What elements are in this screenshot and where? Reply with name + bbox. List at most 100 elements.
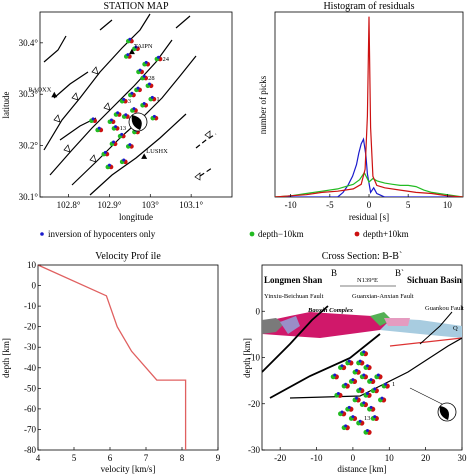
pink-block [384,318,410,326]
velocity-xtick-label: 6 [108,453,113,463]
legend-label-inversion: inversion of hypocenters only [48,229,156,239]
velocity-xtick-label: 4 [36,453,41,463]
map-event-hypocenter [120,132,124,136]
map-event-hypocenter [124,113,128,117]
station-label: BAOXX [28,86,51,93]
map-event-hypocenter [150,95,154,99]
cs-point-left: B [331,268,337,278]
map-ytick-label: 30.3° [19,89,39,99]
map-event-hypocenter [114,125,118,129]
thrust-fault-2 [269,333,381,399]
velocity-ytick-label: -20 [24,322,36,332]
map-xticks: 102.8° 102.9° 103° 103.1° [57,194,203,210]
legend: inversion of hypocenters only depth−10km… [40,229,409,239]
map-event-hypocenter [156,55,160,59]
map-event-hypocenter [112,140,116,144]
cs-event-hypocenter [351,415,355,419]
beachball [128,112,148,132]
cs-ytick-label: -30 [248,445,260,455]
velocity-xticks: 4 5 6 7 8 9 [36,447,221,463]
map-xtick-label: 103° [142,200,160,210]
velocity-ylabel: depth [km] [1,338,11,378]
map-event-hypocenter [147,82,151,86]
cross-section-xlabel: distance [km] [337,464,386,474]
gray-block [262,318,284,334]
histogram-series-line [275,171,463,197]
velocity-series-line [37,264,187,450]
map-event-hypocenter [128,37,132,41]
map-event-hypocenter [116,111,120,115]
velocity-ytick-label: -10 [24,301,36,311]
legend-label-depth-plus: depth+10km [363,229,409,239]
cs-xtick-label: 20 [421,453,431,463]
histogram-xtick-label: 0 [367,200,372,210]
map-event-hypocenter [142,74,146,78]
cs-event-hypocenter [358,359,362,363]
cs-event-hypocenter [365,429,369,432]
map-yticks: 30.1° 30.2° 30.3° 30.4° [19,38,43,202]
cross-section-title: Cross Section: B-B` [322,251,403,262]
cs-event-hypocenter [373,415,377,419]
map-event-hypocenter [130,91,134,95]
cs-xtick-label: -20 [274,453,286,463]
map-ytick-label: 30.4° [19,38,39,48]
histogram-xtick-label: 5 [406,200,411,210]
cs-xtick-label: 10 [385,453,395,463]
map-event-hypocenter [122,158,126,162]
cs-azimuth: N139°E [357,277,378,284]
cs-event-hypocenter [362,350,366,354]
cs-xtick-label: -10 [311,453,323,463]
legend-item-inversion: inversion of hypocenters only [40,229,156,239]
velocity-ytick-label: -80 [24,445,36,455]
velocity-ytick-label: -50 [24,383,36,393]
map-event-hypocenter [142,102,146,105]
cs-event-hypocenter [365,364,369,368]
map-event-hypocenter [128,143,132,147]
velocity-xtick-label: 8 [180,453,185,463]
velocity-ytick-label: -30 [24,342,36,352]
cs-right-label: Sichuan Basin [407,275,462,285]
cs-ytick-label: -10 [248,353,260,363]
map-event-hypocenter [138,68,142,72]
thrust-fault-1 [262,305,329,373]
purple-block [280,316,300,334]
histogram-series [275,16,463,197]
map-event-label: 13 [120,125,127,132]
red-fault-line [389,337,462,347]
map-event-hypocenter [122,97,126,101]
cs-event-hypocenter [336,392,340,395]
map-event-label: 24 [162,56,169,63]
map-event-hypocenter [107,163,111,167]
cs-event-hypocenter [369,405,373,409]
legend-item-depth-plus: depth+10km [354,229,409,239]
station-marker [141,153,148,159]
map-event-hypocenter [126,53,130,57]
cs-event-hypocenter [344,382,348,386]
cs-event-hypocenter [347,359,351,363]
cs-q-label: Q [453,325,458,332]
velocity-ytick-label: 10 [27,260,37,270]
cs-event-hypocenter [351,378,355,382]
cs-event-hypocenter [376,373,380,377]
map-event-hypocenter [136,86,140,90]
station-marker [51,91,58,98]
cross-section-xticks: -20 -10 0 10 20 30 [274,447,467,463]
histogram-xtick-label: -5 [326,200,334,210]
cs-event-hypocenter [355,396,359,400]
cs-event-hypocenter [369,378,373,382]
histogram-xticks: -10 -5 0 5 10 [285,194,452,210]
cs-event-hypocenter [340,410,344,414]
histogram-xlabel: residual [s] [349,212,389,222]
velocity-yticks: 10 0 -10 -20 -30 -40 -50 -60 -70 -80 [24,260,41,455]
cs-event-hypocenter [365,392,369,395]
cs-fault1-label: Yinxiu-Beichuan Fault [264,293,324,300]
map-xlabel: longitude [119,212,153,222]
velocity-xlabel: velocity [km/s] [101,464,156,474]
cs-ytick-label: 0 [256,306,261,316]
histogram-series-line [275,137,463,197]
cs-event-hypocenter [362,401,366,405]
velocity-panel: Velocity Prof ile 4 5 6 7 8 9 10 0 -10 -20 -30 -40… [1,251,221,474]
map-event-hypocenter [152,114,156,118]
map-stations: TAIPN BAOXX LUSHX [28,43,168,159]
